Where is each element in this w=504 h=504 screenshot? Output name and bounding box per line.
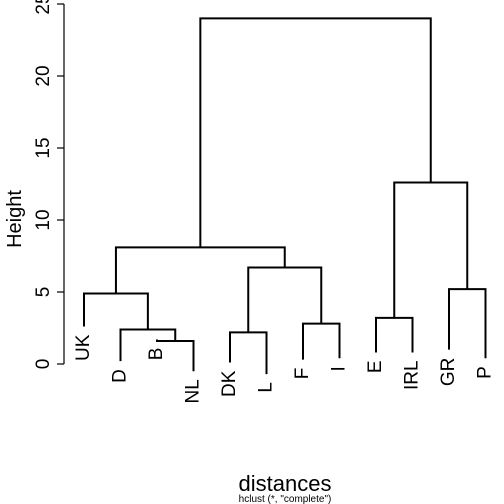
merge-m10 (393, 181, 469, 318)
leaf-labels: UK D B NL DK L F I E IRL GR P (73, 334, 496, 403)
leaf-label-i: I (329, 366, 350, 371)
y-tick-label: 25 (33, 0, 54, 15)
merge-m2 (229, 331, 268, 375)
merge-m11 (199, 17, 432, 248)
leaf-label-nl: NL (183, 379, 204, 403)
merge-m6 (83, 292, 149, 330)
y-tick-label: 15 (33, 137, 54, 158)
x-axis-label: distances (239, 471, 332, 496)
chart-subtitle: hclust (*, "complete") (239, 494, 332, 504)
leaf-label-uk: UK (73, 334, 94, 361)
y-axis: 0 5 10 15 20 25 (33, 0, 65, 370)
leaf-label-d: D (110, 369, 131, 383)
merge-m5 (375, 316, 414, 353)
leaf-label-e: E (365, 360, 386, 373)
y-tick-label: 0 (33, 359, 54, 370)
merge-m7 (448, 288, 487, 359)
y-tick-label: 10 (33, 209, 54, 230)
dendrogram-links (83, 17, 487, 375)
y-tick-label: 20 (33, 65, 54, 86)
merge-m8 (247, 266, 323, 333)
merge-m4 (302, 322, 341, 360)
merge-m9 (114, 246, 286, 294)
leaf-label-b: B (146, 348, 167, 361)
leaf-label-dk: DK (219, 370, 240, 397)
leaf-label-l: L (256, 382, 277, 393)
leaf-label-p: P (475, 366, 496, 379)
leaf-label-f: F (292, 368, 313, 380)
leaf-label-gr: GR (438, 358, 459, 387)
leaf-label-irl: IRL (402, 360, 423, 390)
y-axis-label: Height (4, 190, 26, 248)
y-tick-label: 5 (33, 287, 54, 298)
